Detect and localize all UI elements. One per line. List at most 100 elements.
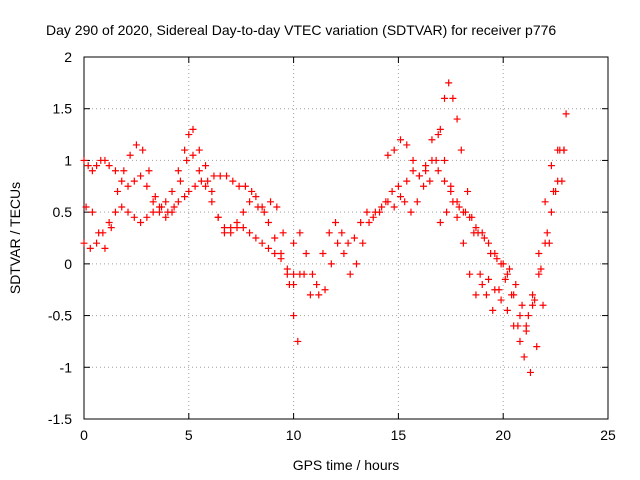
data-point [315, 291, 323, 299]
data-point [227, 229, 235, 237]
data-point [443, 208, 451, 216]
data-point [294, 337, 302, 345]
data-point [273, 203, 281, 211]
data-point [126, 151, 134, 159]
data-point [453, 213, 461, 221]
y-tick-label: 1.5 [53, 101, 73, 117]
data-point [518, 301, 526, 309]
data-point [524, 312, 532, 320]
data-point [220, 224, 228, 232]
data-point [415, 172, 423, 180]
data-point [409, 156, 417, 164]
data-point [290, 239, 298, 247]
data-point [447, 182, 455, 190]
data-point [300, 270, 308, 278]
data-point [520, 353, 528, 361]
data-point [139, 146, 147, 154]
data-point [533, 343, 541, 351]
data-point [264, 218, 272, 226]
data-point [181, 193, 189, 201]
data-point [214, 213, 222, 221]
data-point [233, 224, 241, 232]
data-point [325, 229, 333, 237]
data-point [445, 79, 453, 87]
x-axis-label: GPS time / hours [293, 457, 400, 473]
data-point [478, 281, 486, 289]
data-point [382, 198, 390, 206]
data-point [195, 167, 203, 175]
data-point [537, 265, 545, 273]
y-tick-label: -1.5 [48, 411, 72, 427]
data-point [93, 162, 101, 170]
data-point [210, 172, 218, 180]
data-point [258, 239, 266, 247]
data-point [158, 203, 166, 211]
data-point [441, 156, 449, 164]
data-point [359, 239, 367, 247]
data-point [162, 198, 170, 206]
data-point [197, 177, 205, 185]
data-point [137, 172, 145, 180]
data-point [384, 151, 392, 159]
data-point [512, 281, 520, 289]
data-point [388, 187, 396, 195]
data-point [344, 239, 352, 247]
data-point [132, 141, 140, 149]
x-tick-label: 5 [185, 427, 193, 443]
data-point [562, 110, 570, 118]
chart-title: Day 290 of 2020, Sidereal Day-to-day VTE… [46, 22, 556, 38]
data-point [401, 198, 409, 206]
data-point [137, 218, 145, 226]
data-point [487, 250, 495, 258]
data-point [556, 146, 564, 154]
data-point [195, 146, 203, 154]
data-point [420, 182, 428, 190]
data-point [522, 327, 530, 335]
data-point [258, 203, 266, 211]
data-point [88, 208, 96, 216]
data-point [208, 198, 216, 206]
data-point [252, 234, 260, 242]
data-point [143, 182, 151, 190]
data-point [84, 162, 92, 170]
data-point [409, 167, 417, 175]
data-point [543, 229, 551, 237]
data-point [271, 250, 279, 258]
data-point [202, 182, 210, 190]
data-point [558, 177, 566, 185]
y-tick-label: 2 [64, 49, 72, 65]
x-tick-label: 10 [286, 427, 302, 443]
x-tick-label: 20 [495, 427, 511, 443]
data-point [88, 167, 96, 175]
data-point [149, 198, 157, 206]
data-point [503, 306, 511, 314]
data-point [505, 265, 513, 273]
data-point [545, 239, 553, 247]
data-point [145, 167, 153, 175]
data-point [296, 229, 304, 237]
data-point [499, 260, 507, 268]
data-point [472, 291, 480, 299]
data-point [480, 234, 488, 242]
data-point [503, 270, 511, 278]
data-point [426, 177, 434, 185]
data-point [403, 177, 411, 185]
y-axis-label: SDTVAR / TECUs [7, 182, 23, 294]
data-point [264, 244, 272, 252]
data-point [340, 250, 348, 258]
data-point [350, 234, 358, 242]
data-point [189, 125, 197, 133]
data-point [455, 203, 463, 211]
data-point [474, 229, 482, 237]
data-point [466, 270, 474, 278]
data-point [174, 167, 182, 175]
data-point [101, 156, 109, 164]
data-point [306, 291, 314, 299]
data-point [508, 291, 516, 299]
data-point [302, 250, 310, 258]
data-point [120, 167, 128, 175]
data-point [239, 208, 247, 216]
data-point [143, 213, 151, 221]
